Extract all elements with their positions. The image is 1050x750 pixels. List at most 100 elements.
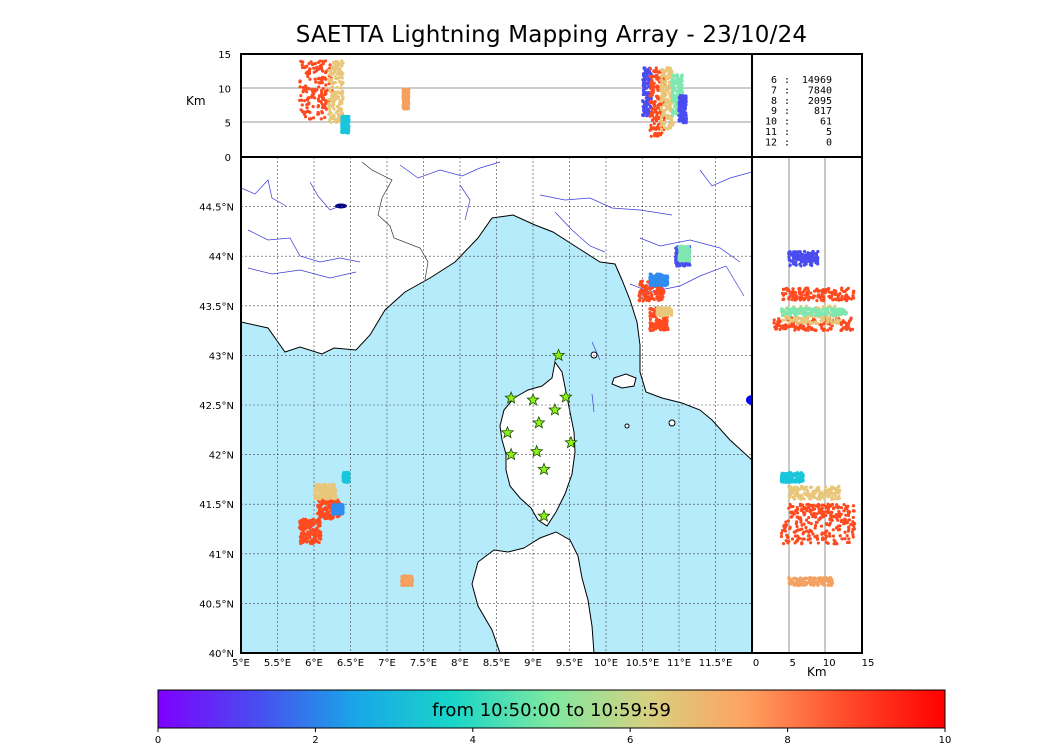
altitude-point (676, 91, 680, 95)
side-point (830, 485, 834, 489)
map-point (645, 298, 649, 302)
altitude-point (330, 96, 334, 100)
altitude-point (668, 94, 672, 98)
side-point (846, 323, 850, 328)
altitude-point (674, 109, 678, 113)
side-point (793, 534, 797, 538)
map-point (665, 327, 669, 331)
side-point (838, 534, 842, 538)
altitude-point (660, 115, 664, 119)
side-point (823, 309, 827, 313)
altitude-point (655, 84, 659, 88)
map-point (328, 483, 332, 487)
altitude-point (652, 81, 656, 85)
map-y-ticks: 40°N40.5°N41°N41.5°N42°N42.5°N43°N43.5°N… (199, 203, 234, 660)
side-point (847, 296, 851, 300)
side-point (798, 504, 803, 508)
side-point (799, 508, 803, 513)
side-point (798, 582, 802, 586)
map-point (345, 472, 349, 476)
altitude-point (642, 92, 646, 97)
side-point (798, 295, 802, 300)
altitude-point (307, 102, 311, 106)
side-point (795, 583, 799, 587)
altitude-point (663, 113, 667, 117)
side-point (836, 321, 840, 325)
altitude-point (651, 106, 655, 110)
map-point (312, 492, 317, 497)
station-star (559, 390, 573, 403)
side-point (786, 519, 791, 523)
colorbar (157, 689, 946, 729)
map-x-tick-label: 7.5°E (410, 658, 437, 669)
side-point (827, 294, 831, 299)
map-point (306, 536, 310, 540)
side-point (834, 516, 839, 520)
side-point (795, 490, 799, 494)
side-point (827, 583, 831, 587)
map-point (662, 326, 666, 330)
altitude-point (656, 133, 660, 137)
side-point (822, 495, 826, 499)
side-point (805, 509, 809, 513)
altitude-point (334, 63, 338, 67)
map-point (660, 282, 664, 286)
side-point (785, 307, 789, 311)
side-point (806, 538, 810, 542)
altitude-point (340, 99, 344, 103)
side-point (777, 324, 781, 328)
altitude-point (332, 103, 336, 107)
map-point (660, 319, 665, 323)
map-point (347, 475, 351, 479)
altitude-point (318, 81, 323, 85)
side-point (791, 306, 795, 311)
altitude-point (653, 99, 657, 104)
side-point (798, 298, 802, 302)
altitude-point (669, 70, 673, 74)
side-point (845, 520, 850, 525)
side-point (799, 307, 803, 311)
map-point (652, 289, 657, 294)
altitude-point (649, 90, 653, 94)
side-point (794, 485, 799, 489)
side-point (799, 520, 803, 524)
altitude-point (671, 83, 675, 87)
side-point (787, 255, 791, 259)
station-star (537, 462, 551, 476)
side-point (802, 254, 806, 259)
side-point (807, 534, 811, 538)
altitude-point (323, 92, 327, 97)
side-point (789, 253, 793, 257)
side-point (829, 318, 834, 322)
side-point (801, 316, 806, 320)
map-point (646, 291, 650, 296)
altitude-point (305, 64, 309, 68)
side-point (815, 534, 819, 538)
station-star (526, 392, 540, 406)
map-point (319, 534, 323, 538)
altitude-point (340, 130, 345, 134)
side-point (831, 492, 835, 496)
side-point (818, 493, 822, 497)
side-point (804, 576, 808, 580)
map-point (319, 510, 323, 514)
altitude-point (337, 119, 342, 123)
side-point (788, 313, 792, 317)
side-point (817, 314, 821, 318)
side-point (840, 298, 844, 302)
side-point (843, 312, 847, 316)
map-point (410, 583, 414, 588)
map-point (301, 535, 305, 540)
altitude-point (345, 115, 349, 119)
map-point (304, 538, 308, 542)
side-point (791, 287, 795, 291)
colorbar-tick-label: 6 (627, 735, 633, 746)
map-point (318, 488, 322, 492)
side-point (800, 578, 804, 583)
altitude-point (667, 66, 671, 70)
side-point (810, 508, 814, 512)
map-point (337, 510, 341, 514)
station-count-label: 7 (771, 85, 777, 96)
altitude-point (681, 106, 685, 110)
